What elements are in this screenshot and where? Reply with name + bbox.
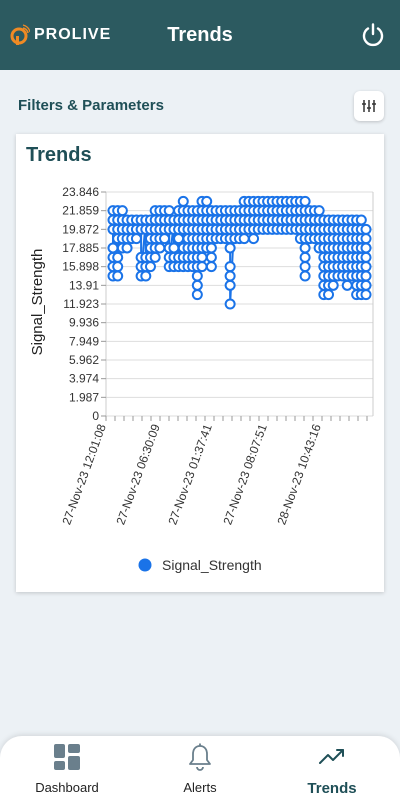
- data-point[interactable]: [362, 272, 371, 281]
- x-tick-label: 27-Nov-23 08:07:51: [220, 422, 270, 527]
- trending-up-icon: [317, 742, 347, 772]
- data-point[interactable]: [155, 243, 164, 252]
- data-point[interactable]: [160, 234, 169, 243]
- data-point[interactable]: [202, 197, 211, 206]
- legend-marker: [139, 559, 152, 572]
- nav-alerts-label: Alerts: [183, 780, 216, 795]
- data-point[interactable]: [174, 234, 183, 243]
- nav-trends[interactable]: Trends: [282, 742, 382, 798]
- nav-trends-label: Trends: [307, 780, 356, 797]
- trends-chart-card: Trends 23.846 21.859 19.872 17.885 15.898 13.…: [16, 134, 384, 592]
- bottom-navigation: Dashboard Alerts Trends: [0, 736, 400, 800]
- data-point[interactable]: [362, 290, 371, 299]
- data-point[interactable]: [198, 262, 207, 271]
- data-point[interactable]: [198, 253, 207, 262]
- y-tick-label: 9.936: [69, 316, 99, 330]
- data-point[interactable]: [226, 243, 235, 252]
- y-tick-label: 0: [92, 409, 99, 423]
- data-point[interactable]: [193, 290, 202, 299]
- data-point[interactable]: [113, 272, 122, 281]
- data-point[interactable]: [226, 272, 235, 281]
- data-point[interactable]: [301, 272, 310, 281]
- y-tick-label: 13.91: [69, 278, 99, 292]
- data-point[interactable]: [207, 243, 216, 252]
- data-point[interactable]: [301, 243, 310, 252]
- y-tick-label: 5.962: [69, 353, 99, 367]
- x-tick-label: 27-Nov-23 01:37:41: [165, 422, 215, 527]
- legend-label: Signal_Strength: [162, 557, 262, 573]
- data-point[interactable]: [193, 281, 202, 290]
- data-point[interactable]: [249, 234, 258, 243]
- data-point[interactable]: [362, 262, 371, 271]
- data-point[interactable]: [113, 262, 122, 271]
- data-point[interactable]: [357, 215, 366, 224]
- y-tick-label: 1.987: [69, 390, 99, 404]
- data-point[interactable]: [207, 253, 216, 262]
- y-tick-label: 23.846: [62, 185, 99, 199]
- data-point[interactable]: [169, 243, 178, 252]
- data-point[interactable]: [123, 243, 132, 252]
- data-point[interactable]: [109, 243, 118, 252]
- sliders-icon: [361, 99, 377, 113]
- y-tick-label: 7.949: [69, 334, 99, 348]
- data-point[interactable]: [118, 206, 127, 215]
- data-point[interactable]: [207, 262, 216, 271]
- power-button[interactable]: [356, 18, 390, 52]
- data-point[interactable]: [240, 234, 249, 243]
- data-point[interactable]: [301, 253, 310, 262]
- y-tick-label: 17.885: [62, 241, 99, 255]
- data-point[interactable]: [362, 234, 371, 243]
- data-point[interactable]: [179, 197, 188, 206]
- x-tick-label: 28-Nov-23 10:43:16: [274, 422, 324, 527]
- chart-legend[interactable]: Signal_Strength: [139, 557, 262, 573]
- y-axis-label: Signal_Strength: [29, 249, 46, 356]
- app-header: PROLIVE Trends: [0, 0, 400, 70]
- data-point[interactable]: [151, 253, 160, 262]
- data-point[interactable]: [226, 300, 235, 309]
- data-point[interactable]: [343, 281, 352, 290]
- dashboard-icon: [52, 742, 82, 772]
- data-point[interactable]: [301, 262, 310, 271]
- data-point[interactable]: [362, 253, 371, 262]
- y-tick-label: 3.974: [69, 372, 99, 386]
- filter-settings-button[interactable]: [354, 91, 384, 121]
- data-point[interactable]: [315, 206, 324, 215]
- nav-dashboard[interactable]: Dashboard: [17, 742, 117, 798]
- data-point[interactable]: [226, 281, 235, 290]
- y-axis-ticks: 23.846 21.859 19.872 17.885 15.898 13.91 11.92…: [62, 185, 106, 423]
- filters-parameters-label: Filters & Parameters: [18, 97, 164, 114]
- data-point[interactable]: [146, 262, 155, 271]
- data-point[interactable]: [301, 197, 310, 206]
- y-tick-label: 15.898: [62, 260, 99, 274]
- data-point[interactable]: [113, 253, 122, 262]
- logo-text: PROLIVE: [34, 26, 111, 44]
- bell-icon: [185, 742, 215, 772]
- data-points: [109, 197, 371, 309]
- prolive-logo: PROLIVE: [10, 24, 111, 46]
- x-tick-label: 27-Nov-23 06:30:09: [113, 422, 163, 527]
- data-point[interactable]: [362, 225, 371, 234]
- y-tick-label: 21.859: [62, 204, 99, 218]
- x-axis-ticks: 27-Nov-23 12:01:08 27-Nov-23 06:30:09 27-N…: [59, 416, 367, 527]
- data-point[interactable]: [329, 281, 338, 290]
- data-point[interactable]: [193, 272, 202, 281]
- power-icon: [360, 22, 386, 48]
- x-tick-label: 27-Nov-23 12:01:08: [59, 422, 109, 527]
- data-point[interactable]: [362, 281, 371, 290]
- data-point[interactable]: [362, 243, 371, 252]
- y-tick-label: 11.923: [63, 297, 99, 311]
- logo-mark-icon: [10, 24, 30, 46]
- signal-strength-chart: 23.846 21.859 19.872 17.885 15.898 13.91 11.92…: [16, 134, 384, 592]
- data-point[interactable]: [141, 272, 150, 281]
- data-point[interactable]: [165, 206, 174, 215]
- data-point[interactable]: [226, 262, 235, 271]
- nav-dashboard-label: Dashboard: [35, 780, 99, 795]
- data-point[interactable]: [324, 290, 333, 299]
- y-tick-label: 19.872: [62, 222, 99, 236]
- nav-alerts[interactable]: Alerts: [150, 742, 250, 798]
- data-point[interactable]: [132, 234, 141, 243]
